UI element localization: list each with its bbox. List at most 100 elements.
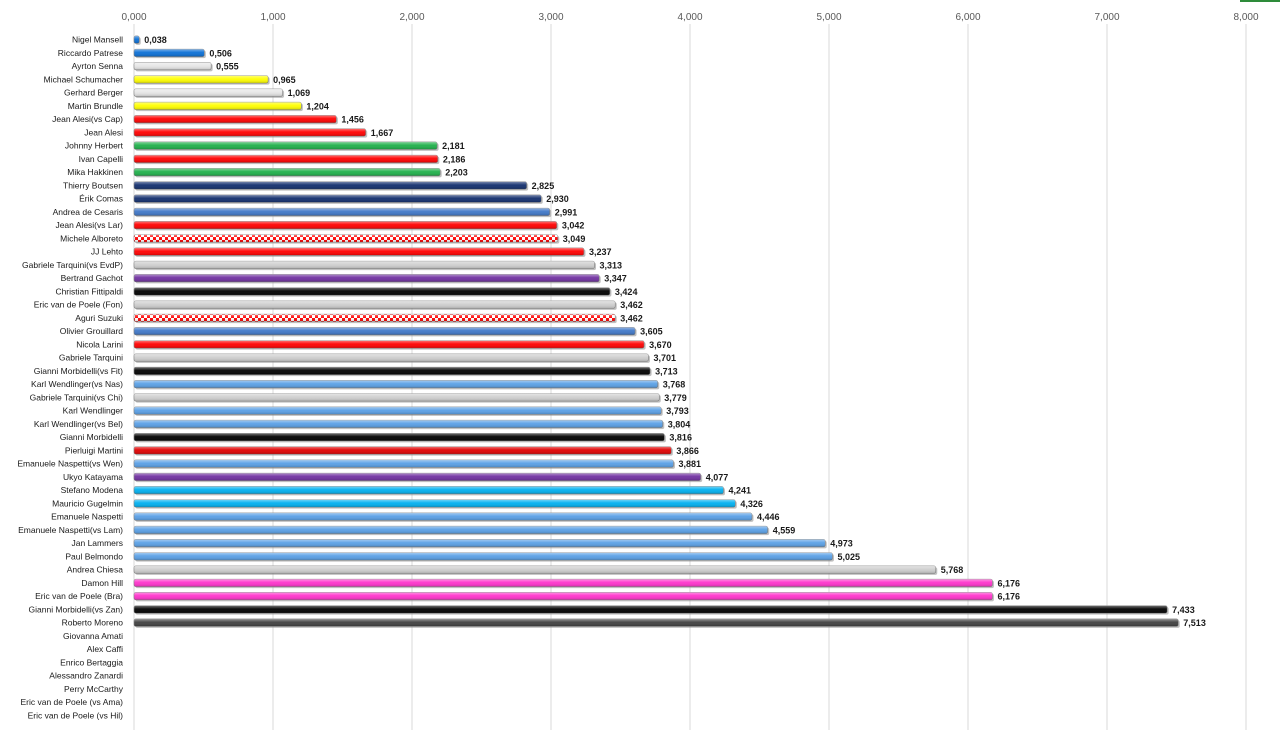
bar-highlight <box>134 208 550 216</box>
category-label: Damon Hill <box>81 578 123 588</box>
bar-highlight <box>134 234 558 243</box>
bar-highlight <box>134 327 636 335</box>
bar-highlight <box>134 420 663 428</box>
bar-highlight <box>134 155 438 163</box>
value-label: 1,204 <box>306 101 329 111</box>
bar-highlight <box>134 168 441 176</box>
category-label: Riccardo Patrese <box>58 48 123 58</box>
value-labels: 0,038 0,506 0,555 0,965 1,069 1,204 1,456 1,667… <box>144 35 1206 628</box>
value-label: 0,965 <box>273 75 296 85</box>
bar-highlight <box>134 35 140 44</box>
category-label: Emanuele Naspetti <box>51 512 123 522</box>
bar-highlight <box>134 433 665 441</box>
category-label: Gianni Morbidelli(vs Zan) <box>29 604 124 614</box>
x-tick-label: 2,000 <box>399 12 424 23</box>
value-label: 1,069 <box>288 88 311 98</box>
bar-highlight <box>134 102 302 110</box>
bar-highlight <box>134 512 752 521</box>
value-label: 2,203 <box>445 168 468 178</box>
bar-highlight <box>134 314 616 322</box>
category-label: Christian Fittipaldi <box>55 286 123 296</box>
bar-highlight <box>134 605 1168 614</box>
bar-highlight <box>134 62 212 70</box>
value-label: 4,559 <box>773 525 796 535</box>
value-label: 3,713 <box>655 366 678 376</box>
bar-highlight <box>134 141 438 150</box>
value-label: 3,793 <box>666 406 689 416</box>
value-label: 3,462 <box>620 300 643 310</box>
bar-highlight <box>134 592 993 600</box>
x-tick-label: 7,000 <box>1094 12 1119 23</box>
category-label: JJ Lehto <box>91 247 123 257</box>
bar-highlight <box>134 353 649 362</box>
value-label: 7,513 <box>1183 618 1206 628</box>
value-label: 2,825 <box>532 181 555 191</box>
category-label: Johnny Herbert <box>65 141 124 151</box>
category-label: Mika Hakkinen <box>67 167 123 177</box>
bar-highlight <box>134 446 672 455</box>
bar-highlight <box>134 552 833 561</box>
category-label: Olivier Grouillard <box>60 326 124 336</box>
value-label: 0,038 <box>144 35 167 45</box>
category-label: Ayrton Senna <box>72 61 124 71</box>
category-label: Jan Lammers <box>72 538 124 548</box>
value-label: 2,186 <box>443 154 466 164</box>
category-label: Érik Comas <box>79 194 123 204</box>
category-label: Jean Alesi <box>84 127 123 137</box>
bar-highlight <box>134 393 660 402</box>
category-label: Pierluigi Martini <box>65 445 123 455</box>
category-label: Aguri Suzuki <box>75 313 123 323</box>
bar-highlight <box>134 247 584 256</box>
bar-highlight <box>134 340 645 349</box>
category-label: Andrea de Cesaris <box>53 207 123 217</box>
x-axis-ticks: 0,000 1,000 2,000 3,000 4,000 5,000 6,000 7,000… <box>121 12 1258 23</box>
bar-highlight <box>134 380 658 388</box>
value-label: 3,424 <box>615 287 638 297</box>
x-tick-label: 5,000 <box>816 12 841 23</box>
value-label: 3,042 <box>562 221 585 231</box>
category-label: Alessandro Zanardi <box>49 671 123 681</box>
category-label: Enrico Bertaggia <box>60 657 123 667</box>
category-label: Alex Caffi <box>87 644 123 654</box>
category-label: Gianni Morbidelli <box>60 432 123 442</box>
category-label: Perry McCarthy <box>64 684 124 694</box>
value-label: 3,313 <box>600 260 623 270</box>
bar-highlight <box>134 565 936 574</box>
category-label: Nigel Mansell <box>72 35 123 45</box>
value-label: 1,667 <box>371 128 394 138</box>
value-label: 4,077 <box>706 472 729 482</box>
x-tick-label: 4,000 <box>677 12 702 23</box>
x-tick-label: 1,000 <box>260 12 285 23</box>
bar-highlight <box>134 459 674 468</box>
x-tick-label: 8,000 <box>1233 12 1258 23</box>
category-label: Roberto Moreno <box>62 618 124 628</box>
value-label: 0,555 <box>216 62 239 72</box>
value-label: 2,930 <box>546 194 569 204</box>
value-label: 3,462 <box>620 313 643 323</box>
bar-highlight <box>134 526 768 534</box>
bar-highlight <box>134 274 600 282</box>
category-label: Gabriele Tarquini(vs Chi) <box>30 392 124 402</box>
value-label: 3,605 <box>640 327 663 337</box>
bar-highlight <box>134 406 662 415</box>
category-label: Paul Belmondo <box>65 551 123 561</box>
value-label: 3,049 <box>563 234 586 244</box>
bar-highlight <box>134 88 283 97</box>
value-label: 3,816 <box>669 433 692 443</box>
x-tick-label: 6,000 <box>955 12 980 23</box>
bars <box>133 35 1180 628</box>
category-label: Michael Schumacher <box>44 74 124 84</box>
bar-highlight <box>134 539 826 547</box>
bar-highlight <box>134 49 205 57</box>
value-label: 7,433 <box>1172 605 1195 615</box>
bar-highlight <box>134 367 651 375</box>
value-label: 5,025 <box>837 552 860 562</box>
value-label: 4,241 <box>728 486 751 496</box>
category-label: Eric van de Poele (vs Ama) <box>20 697 123 707</box>
category-label: Karl Wendlinger(vs Bel) <box>34 419 123 429</box>
bar-highlight <box>134 287 610 296</box>
value-label: 5,768 <box>941 565 964 575</box>
category-label: Emanuele Naspetti(vs Lam) <box>18 525 123 535</box>
value-label: 4,446 <box>757 512 780 522</box>
value-label: 4,973 <box>830 539 853 549</box>
